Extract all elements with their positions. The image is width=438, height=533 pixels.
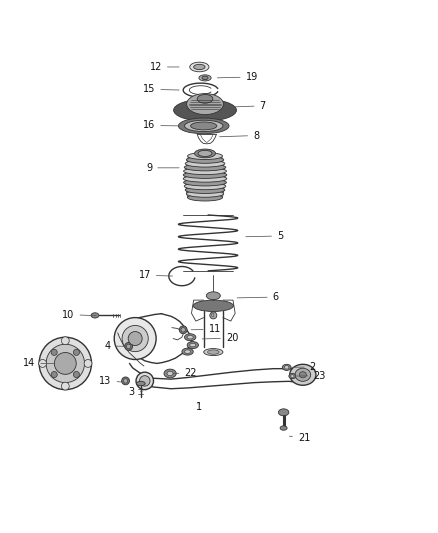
Ellipse shape (279, 409, 289, 416)
Ellipse shape (190, 62, 209, 72)
Circle shape (54, 352, 76, 374)
Text: 9: 9 (146, 163, 179, 173)
Ellipse shape (194, 149, 215, 158)
Ellipse shape (122, 377, 130, 385)
Text: 14: 14 (23, 358, 54, 368)
Circle shape (39, 359, 46, 367)
Circle shape (74, 349, 79, 356)
Text: 19: 19 (217, 72, 258, 82)
Ellipse shape (184, 334, 196, 341)
Circle shape (61, 382, 69, 390)
Ellipse shape (197, 94, 213, 103)
Ellipse shape (184, 164, 226, 171)
Circle shape (128, 332, 142, 345)
Ellipse shape (183, 175, 227, 182)
Ellipse shape (164, 369, 176, 378)
Ellipse shape (290, 364, 316, 385)
Ellipse shape (290, 375, 294, 377)
Circle shape (122, 326, 148, 352)
Text: 8: 8 (219, 131, 259, 141)
Text: 17: 17 (138, 270, 173, 280)
Circle shape (51, 372, 57, 377)
Text: 1: 1 (196, 402, 202, 412)
Circle shape (46, 344, 85, 383)
Ellipse shape (280, 426, 287, 430)
Ellipse shape (206, 292, 220, 300)
Ellipse shape (182, 348, 193, 355)
Ellipse shape (184, 120, 223, 132)
Ellipse shape (187, 194, 223, 201)
Circle shape (61, 337, 69, 345)
Ellipse shape (289, 374, 296, 379)
Ellipse shape (124, 379, 128, 383)
Ellipse shape (283, 364, 291, 370)
Ellipse shape (167, 372, 173, 376)
Circle shape (84, 359, 92, 367)
Text: 23: 23 (297, 370, 325, 381)
Text: 13: 13 (99, 376, 122, 386)
Text: 21: 21 (290, 433, 311, 442)
Ellipse shape (187, 94, 223, 115)
Ellipse shape (198, 150, 212, 157)
Text: 15: 15 (143, 84, 179, 94)
Circle shape (140, 376, 150, 386)
Circle shape (74, 372, 79, 377)
Ellipse shape (91, 313, 99, 318)
Text: 0: 0 (210, 313, 214, 318)
Circle shape (136, 372, 153, 390)
Ellipse shape (186, 156, 224, 163)
Ellipse shape (187, 335, 193, 339)
Ellipse shape (184, 167, 226, 175)
Ellipse shape (179, 326, 187, 334)
Ellipse shape (194, 64, 205, 70)
Ellipse shape (186, 190, 224, 197)
Ellipse shape (137, 381, 145, 386)
Ellipse shape (202, 76, 208, 79)
Circle shape (51, 349, 57, 356)
Ellipse shape (184, 179, 226, 186)
Ellipse shape (185, 160, 225, 167)
Ellipse shape (295, 368, 311, 381)
Text: 12: 12 (149, 62, 179, 72)
Ellipse shape (181, 328, 185, 332)
Text: 6: 6 (237, 292, 279, 302)
Text: 11: 11 (191, 325, 221, 334)
Ellipse shape (190, 343, 196, 347)
Text: 20: 20 (202, 333, 238, 343)
Text: 2: 2 (292, 362, 316, 372)
Text: 16: 16 (143, 120, 179, 131)
Text: 10: 10 (62, 310, 96, 319)
Circle shape (39, 337, 92, 390)
Circle shape (114, 318, 156, 359)
Ellipse shape (184, 183, 226, 190)
Ellipse shape (193, 300, 233, 311)
Ellipse shape (299, 372, 306, 378)
Ellipse shape (187, 342, 198, 349)
Ellipse shape (173, 99, 237, 121)
Ellipse shape (285, 366, 289, 369)
Ellipse shape (184, 350, 191, 353)
Ellipse shape (185, 187, 225, 193)
Text: 7: 7 (230, 101, 266, 111)
Ellipse shape (125, 343, 133, 350)
Ellipse shape (187, 152, 223, 159)
Ellipse shape (199, 75, 211, 81)
Ellipse shape (127, 344, 131, 349)
Text: 5: 5 (246, 231, 283, 241)
Ellipse shape (178, 118, 229, 134)
Text: 22: 22 (173, 368, 197, 378)
Ellipse shape (204, 349, 223, 356)
Ellipse shape (183, 172, 227, 179)
Text: 4: 4 (105, 341, 125, 351)
Text: 3: 3 (129, 387, 143, 397)
Ellipse shape (208, 350, 219, 354)
Ellipse shape (191, 122, 217, 130)
Circle shape (210, 312, 217, 319)
